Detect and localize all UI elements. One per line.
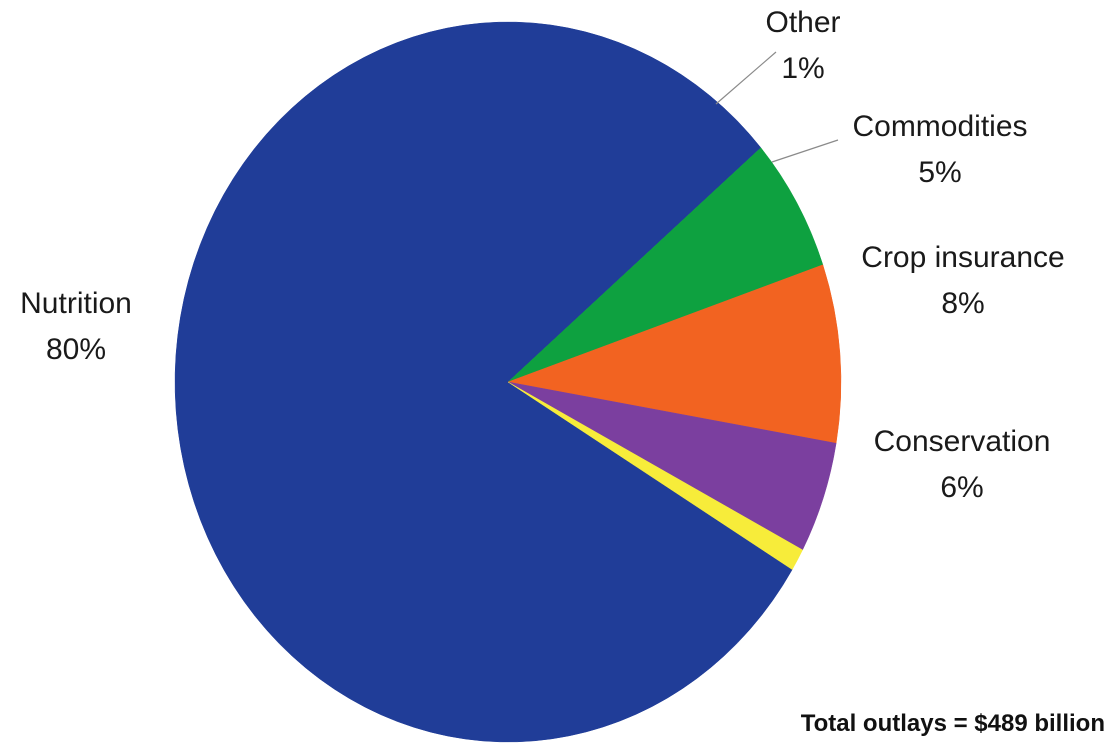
leader-line-commodities: [771, 139, 839, 163]
slice-value-crop-insurance: 8%: [941, 287, 984, 320]
total-outlays-note: Total outlays = $489 billion: [800, 710, 1105, 737]
slices-layer: [174, 21, 842, 743]
pie-slice-other: [507, 381, 803, 570]
slice-label-nutrition: Nutrition: [20, 287, 132, 320]
slice-value-nutrition: 80%: [46, 333, 106, 366]
slice-labels-layer: Nutrition 80% Conservation 6% Crop insurance…: [20, 6, 1065, 504]
pie-slice-crop-insurance: [507, 264, 842, 444]
pie-slice-conservation: [507, 147, 824, 383]
pie-slice-nutrition: [174, 21, 793, 743]
slice-value-other: 1%: [781, 52, 824, 85]
slice-label-conservation: Conservation: [874, 425, 1051, 458]
slice-label-other: Other: [765, 6, 840, 39]
slice-value-conservation: 6%: [940, 471, 983, 504]
slice-label-crop-insurance: Crop insurance: [861, 241, 1064, 274]
leader-line-other: [715, 51, 777, 105]
slice-label-commodities: Commodities: [852, 110, 1027, 143]
slice-value-commodities: 5%: [918, 156, 961, 189]
leader-lines-layer: [715, 51, 839, 163]
